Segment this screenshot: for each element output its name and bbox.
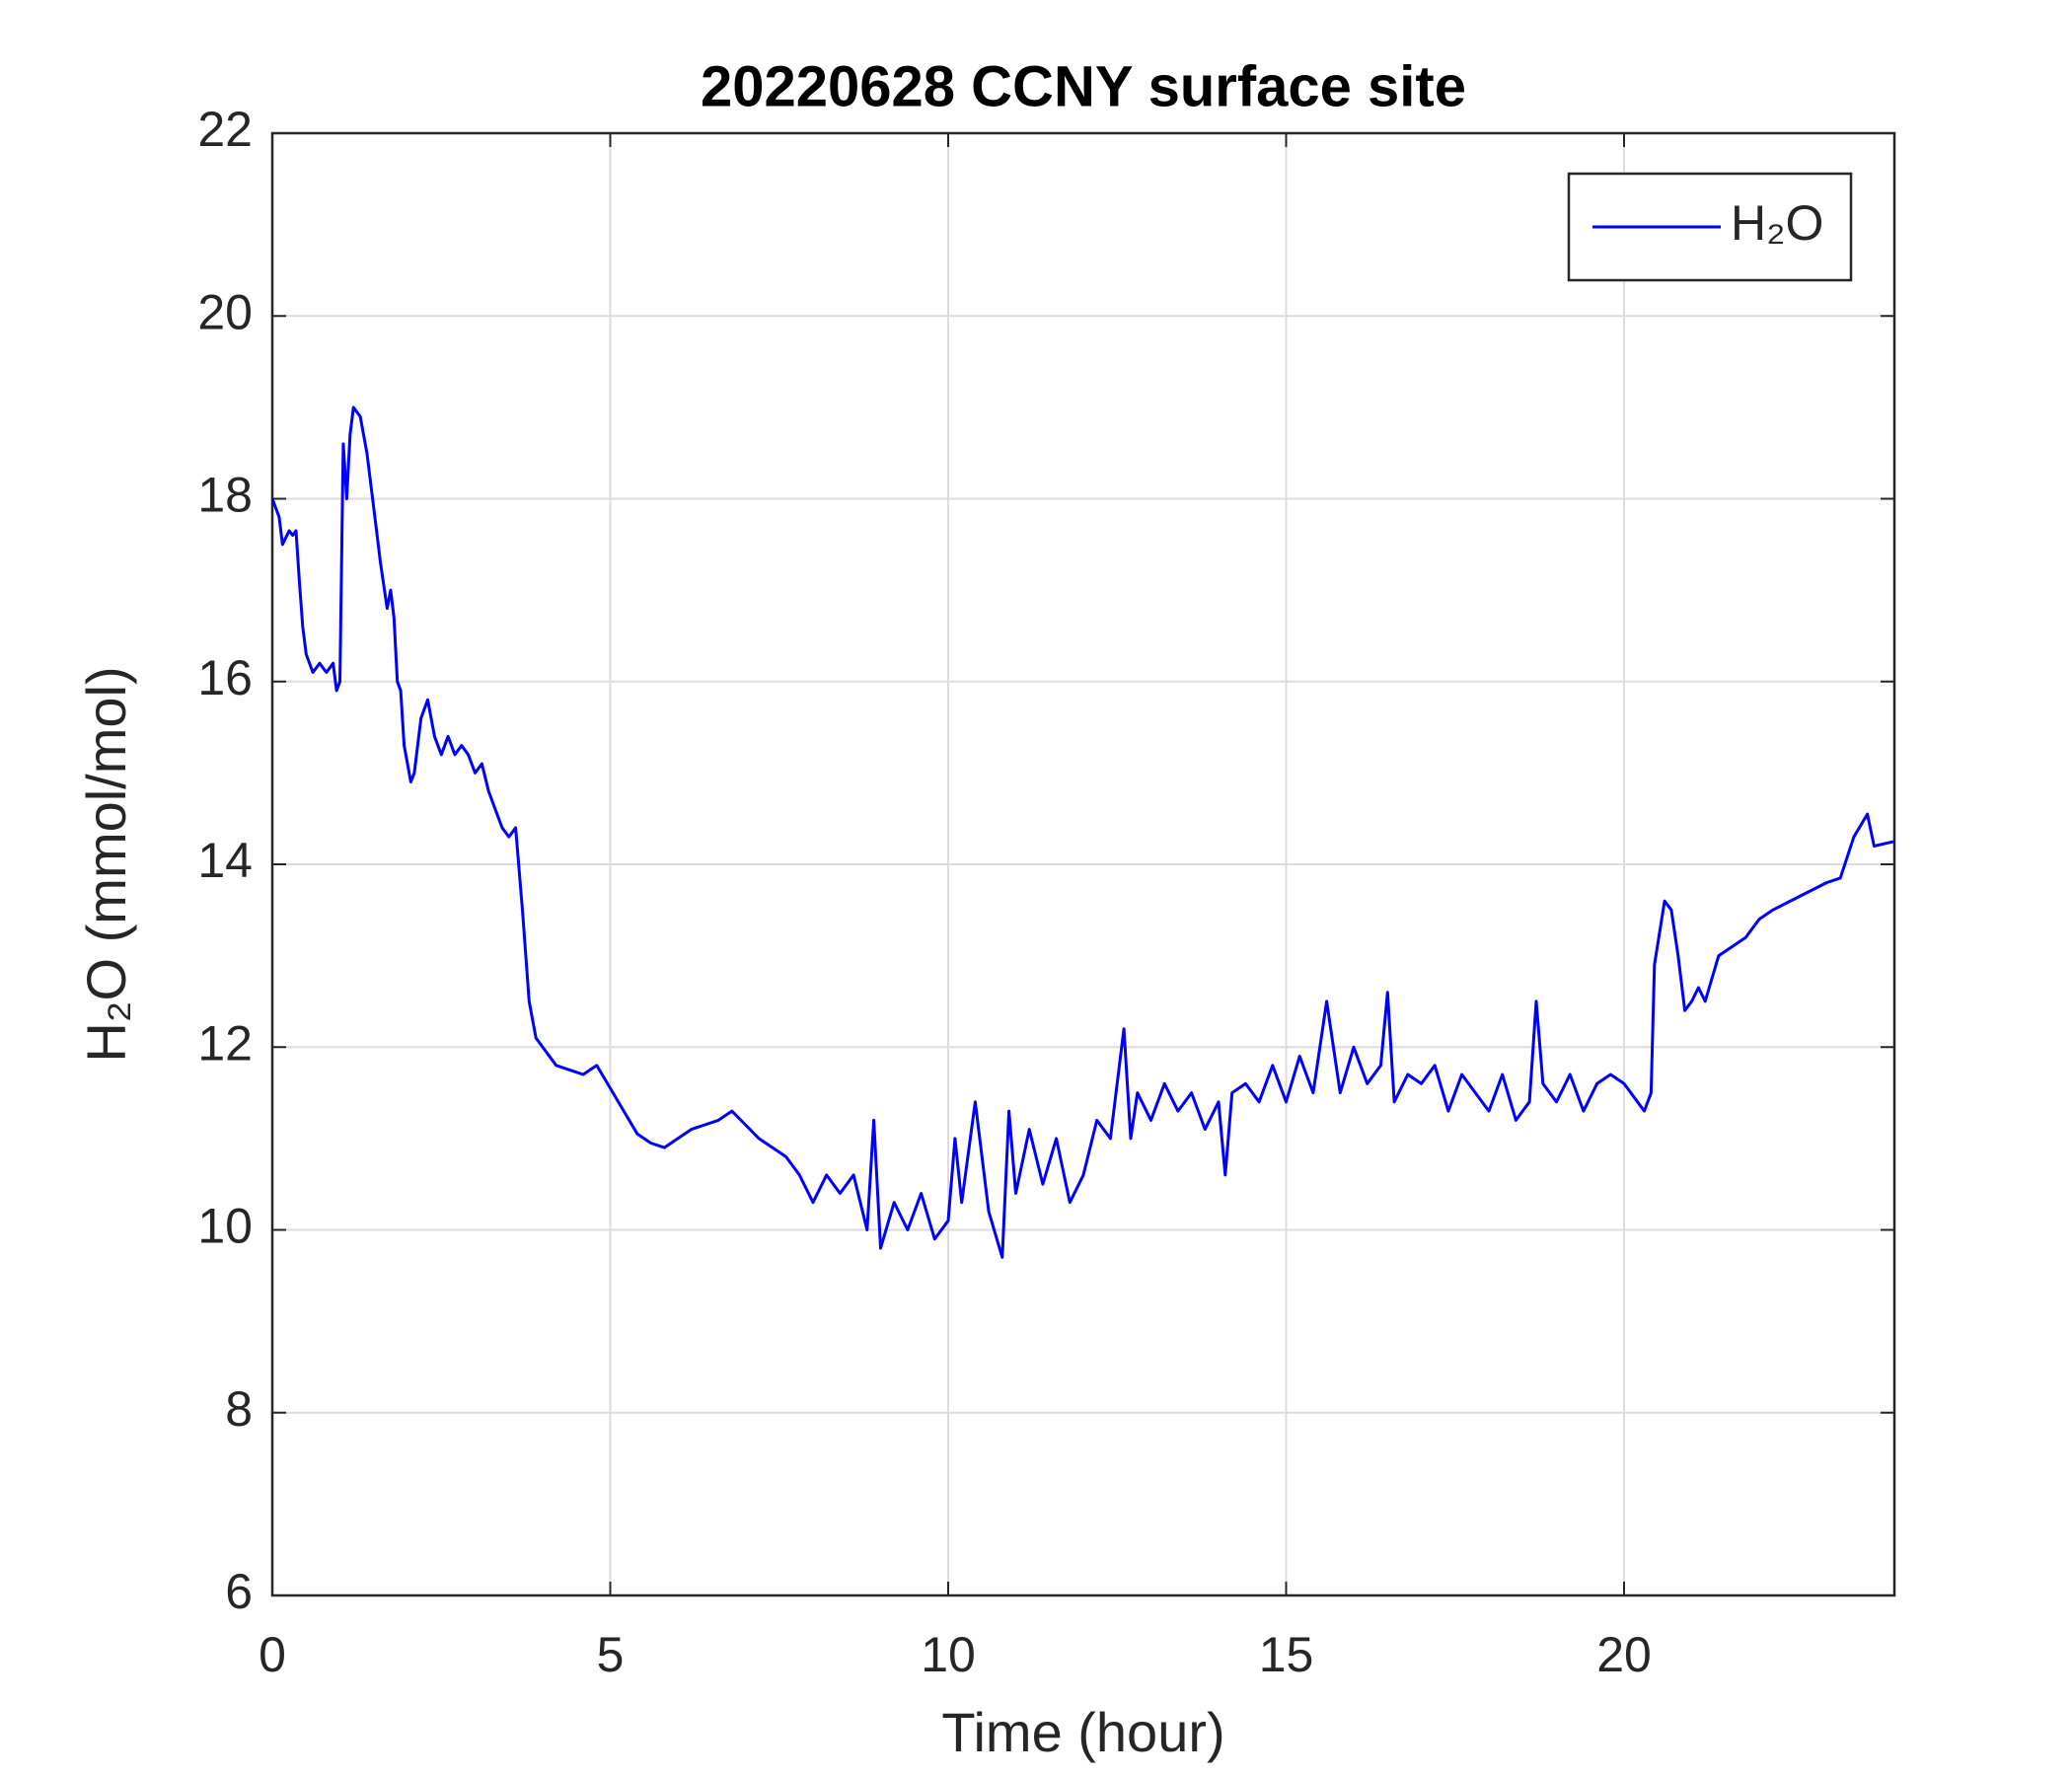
y-tick-label: 12	[197, 1015, 253, 1071]
y-tick-label: 10	[197, 1199, 253, 1254]
y-tick-label: 6	[225, 1564, 253, 1619]
data-line	[270, 406, 1895, 1259]
chart-title: 20220628 CCNY surface site	[701, 54, 1466, 118]
y-tick-label: 22	[197, 102, 253, 157]
y-tick-label: 16	[197, 650, 253, 705]
y-tick-label: 20	[197, 284, 253, 339]
plot-frame	[270, 131, 1896, 1597]
x-axis-label: Time (hour)	[941, 1701, 1224, 1763]
legend-label: H₂O	[1731, 195, 1823, 251]
y-tick-label: 18	[197, 468, 253, 523]
y-tick-label: 8	[225, 1381, 253, 1437]
x-tick-label: 5	[597, 1627, 625, 1682]
x-tick-label: 15	[1259, 1627, 1314, 1682]
x-tick-label: 10	[921, 1627, 976, 1682]
x-tick-label: 20	[1596, 1627, 1652, 1682]
y-tick-label: 14	[197, 833, 253, 888]
x-tick-label: 0	[259, 1627, 286, 1682]
y-axis-label: H₂O (mmol/mol)	[75, 666, 137, 1062]
